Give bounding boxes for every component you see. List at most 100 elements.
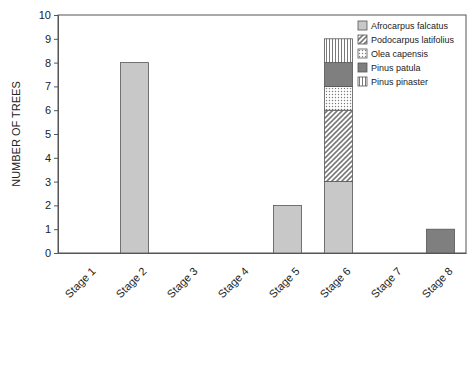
bar-segment xyxy=(222,253,250,254)
legend-label: Afrocarpus falcatus xyxy=(371,21,449,31)
x-tick: Stage 6 xyxy=(317,253,352,300)
bar-segment xyxy=(273,205,301,206)
bar-segment xyxy=(222,253,250,254)
bar-segment xyxy=(69,253,97,254)
x-tick-label: Stage 1 xyxy=(62,265,97,300)
y-tick-mark xyxy=(54,134,58,135)
x-tick-label: Stage 6 xyxy=(317,265,352,300)
y-tick: 10 xyxy=(39,9,58,21)
bar-segment xyxy=(375,253,403,254)
bar-segment xyxy=(273,205,301,206)
x-tick: Stage 2 xyxy=(113,253,148,300)
bar-segment xyxy=(324,39,352,63)
x-tick-label: Stage 4 xyxy=(215,265,250,300)
y-tick-label: 8 xyxy=(45,57,51,69)
bar-segment xyxy=(120,62,148,63)
y-tick-label: 3 xyxy=(45,176,51,188)
x-tick-label: Stage 5 xyxy=(266,265,301,300)
y-tick: 5 xyxy=(45,128,58,140)
y-tick: 0 xyxy=(45,247,58,259)
bar-segment xyxy=(69,253,97,254)
legend-item: Olea capensis xyxy=(358,49,429,59)
legend-swatch xyxy=(358,49,367,58)
y-tick: 1 xyxy=(45,223,58,235)
legend-swatch xyxy=(358,21,367,30)
y-tick-label: 2 xyxy=(45,199,51,211)
bar-segment xyxy=(375,253,403,254)
bar-segment xyxy=(69,253,97,254)
y-tick: 6 xyxy=(45,104,58,116)
x-tick: Stage 8 xyxy=(419,253,454,300)
bars xyxy=(120,39,454,253)
y-tick-label: 7 xyxy=(45,80,51,92)
y-axis: 012345678910 xyxy=(39,9,59,259)
y-tick-mark xyxy=(54,253,58,254)
y-tick-mark xyxy=(54,110,58,111)
legend-swatch xyxy=(358,35,367,44)
bar-segment xyxy=(324,86,352,110)
bar-segment xyxy=(120,62,148,63)
bar-segment xyxy=(69,253,97,254)
x-tick: Stage 7 xyxy=(368,253,403,300)
y-tick-mark xyxy=(54,182,58,183)
y-tick-label: 10 xyxy=(39,9,51,21)
bar-segment xyxy=(171,253,199,254)
bar-segment xyxy=(324,110,352,181)
bar-segment xyxy=(324,182,352,253)
y-tick-mark xyxy=(54,63,58,64)
bar-segment xyxy=(171,253,199,254)
bar-segment xyxy=(171,253,199,254)
bar-segment xyxy=(222,253,250,254)
x-tick-label: Stage 8 xyxy=(419,265,454,300)
x-tick: Stage 4 xyxy=(215,253,250,300)
bar-segment xyxy=(222,253,250,254)
y-tick-mark xyxy=(54,86,58,87)
legend-item: Pinus pinaster xyxy=(358,77,428,87)
x-tick: Stage 1 xyxy=(62,253,97,300)
plot-frame xyxy=(58,15,466,253)
legend-item: Pinus patula xyxy=(358,63,421,73)
legend-item: Podocarpus latifolius xyxy=(358,35,455,45)
legend-label: Pinus pinaster xyxy=(371,77,428,87)
legend-label: Olea capensis xyxy=(371,49,429,59)
legend-item: Afrocarpus falcatus xyxy=(358,21,449,31)
y-tick: 3 xyxy=(45,176,58,188)
bar-segment xyxy=(273,205,301,206)
legend-swatch xyxy=(358,77,367,86)
bar-segment xyxy=(324,63,352,87)
y-tick-label: 9 xyxy=(45,33,51,45)
y-tick-mark xyxy=(54,205,58,206)
y-tick-label: 1 xyxy=(45,223,51,235)
legend: Afrocarpus falcatus Podocarpus latifolius… xyxy=(358,21,455,87)
y-axis-line xyxy=(54,16,59,254)
y-tick-label: 6 xyxy=(45,104,51,116)
bar-segment xyxy=(273,205,301,206)
y-tick-mark xyxy=(54,15,58,16)
x-tick-label: Stage 2 xyxy=(113,265,148,300)
plot: 012345678910Stage 1Stage 2Stage 3Stage 4… xyxy=(39,9,467,300)
bar-segment xyxy=(120,63,148,253)
y-tick-label: 0 xyxy=(45,247,51,259)
y-tick-mark xyxy=(54,229,58,230)
y-tick-mark xyxy=(54,39,58,40)
bar-segment xyxy=(426,229,454,253)
chart: 012345678910Stage 1Stage 2Stage 3Stage 4… xyxy=(0,0,474,365)
x-tick-label: Stage 3 xyxy=(164,265,199,300)
bar-segment xyxy=(120,62,148,63)
legend-label: Pinus patula xyxy=(371,63,421,73)
x-axis-line xyxy=(59,253,467,254)
x-tick: Stage 5 xyxy=(266,253,301,300)
bar-segment xyxy=(69,253,97,254)
legend-label: Podocarpus latifolius xyxy=(371,35,455,45)
bar-segment xyxy=(222,253,250,254)
bar-segment xyxy=(273,205,301,253)
bar-segment xyxy=(171,253,199,254)
x-axis: Stage 1 Stage 2 Stage 3 Stage 4 Stage 5 Stage… xyxy=(59,253,467,300)
y-tick: 2 xyxy=(45,199,58,211)
y-tick-label: 5 xyxy=(45,128,51,140)
x-tick: Stage 3 xyxy=(164,253,199,300)
y-tick: 7 xyxy=(45,80,58,92)
y-tick: 8 xyxy=(45,57,58,69)
y-tick-mark xyxy=(54,158,58,159)
y-axis-title: NUMBER OF TREES xyxy=(10,81,22,187)
